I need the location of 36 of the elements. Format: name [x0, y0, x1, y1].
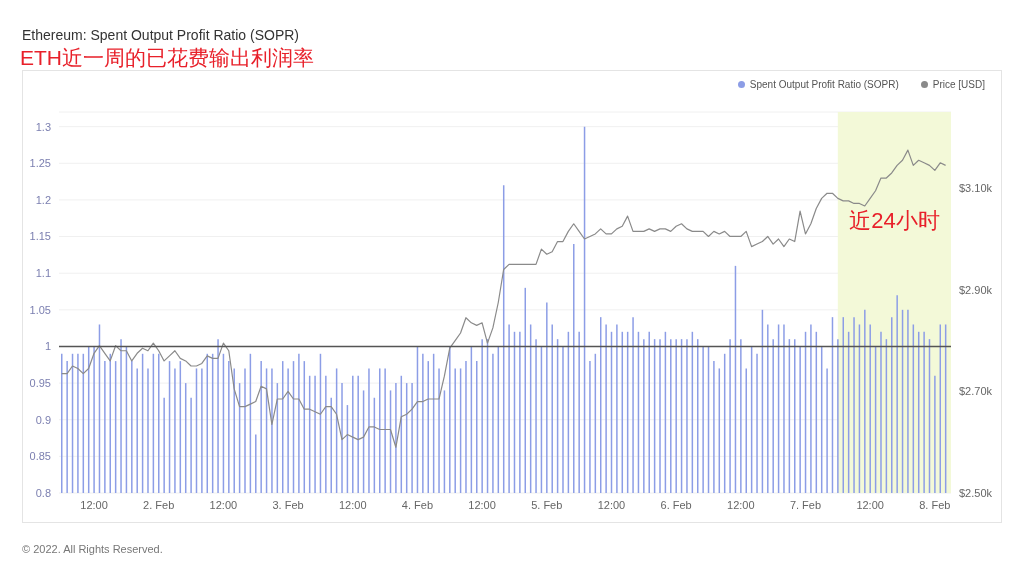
- y-tick-label: 0.8: [35, 486, 51, 499]
- x-tick-label: 12:00: [468, 498, 496, 511]
- y2-tick-label: $3.10k: [959, 182, 993, 195]
- x-tick-label: 12:00: [597, 498, 626, 511]
- x-tick-label: 12:00: [727, 498, 755, 511]
- legend-label: Price [USD]: [931, 79, 985, 90]
- legend-label: Spent Output Profit Ratio (SOPR): [748, 79, 899, 90]
- line-series: [61, 149, 947, 448]
- x-tick-label: 3. Feb: [272, 498, 304, 511]
- y-tick-label: 1.1: [35, 267, 51, 280]
- y2-tick-label: $2.90k: [959, 283, 993, 296]
- y-tick-label: 1.25: [29, 157, 51, 170]
- y-tick-label: 0.9: [35, 413, 51, 426]
- x-tick-label: 12:00: [80, 498, 108, 511]
- y-tick-label: 1.2: [35, 193, 51, 206]
- x-tick-label: 7. Feb: [789, 498, 822, 511]
- x-tick-label: 6. Feb: [660, 498, 692, 511]
- y-tick-label: 0.85: [29, 450, 51, 463]
- y2-tick-label: $2.50k: [959, 486, 993, 499]
- x-tick-label: 12:00: [856, 498, 884, 511]
- y-tick-label: 1: [44, 340, 51, 353]
- x-tick-label: 8. Feb: [919, 498, 951, 511]
- chart-title: Ethereum: Spent Output Profit Ratio (SOPR): [22, 27, 300, 43]
- x-tick-label: 5. Feb: [531, 498, 563, 511]
- x-tick-label: 4. Feb: [401, 498, 434, 511]
- chart-subtitle: ETH近一周的已花费输出利润率: [20, 45, 314, 71]
- y-tick-label: 1.05: [29, 303, 51, 316]
- text: © 2022. All Rights Reserved.: [22, 543, 163, 555]
- x-tick-label: 2. Feb: [143, 498, 175, 511]
- y2-tick-label: $2.70k: [959, 385, 993, 398]
- y-tick-label: 1.3: [35, 120, 51, 133]
- y-tick-label: 1.15: [29, 230, 51, 243]
- x-tick-label: 12:00: [209, 498, 238, 511]
- x-tick-label: 12:00: [338, 498, 367, 511]
- band-label: 近24小时: [849, 207, 940, 233]
- y-tick-label: 0.95: [29, 377, 51, 389]
